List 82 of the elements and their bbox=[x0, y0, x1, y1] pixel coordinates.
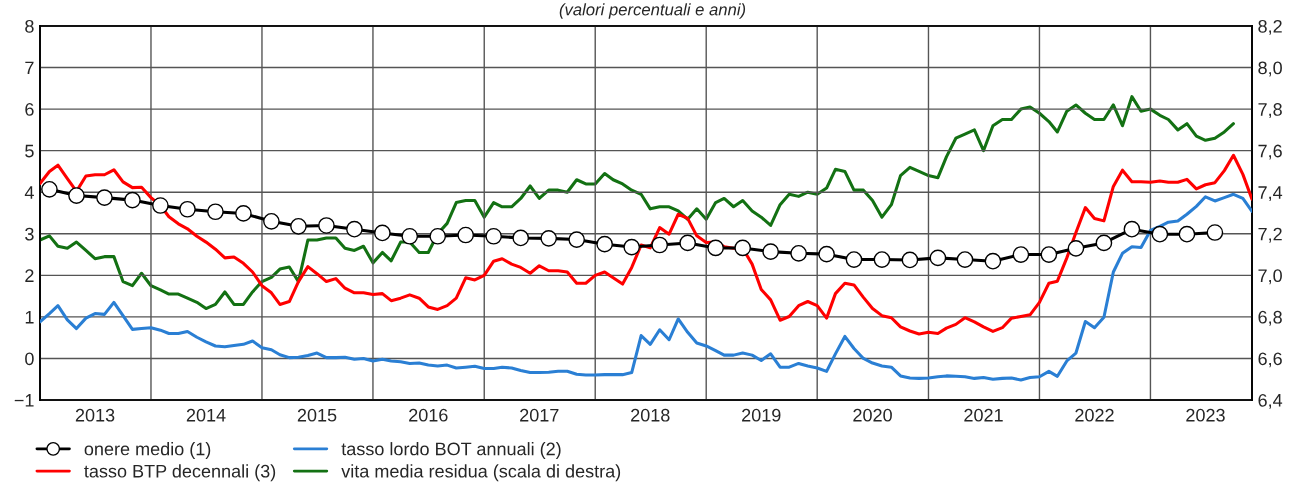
y2-tick-label: 7,2 bbox=[1258, 227, 1282, 243]
point bbox=[734, 239, 752, 257]
point bbox=[1206, 224, 1224, 241]
y-tick-label: 4 bbox=[24, 186, 34, 199]
legend-label: tasso lordo BOT annuali (2) bbox=[341, 442, 561, 459]
y2-tick-label: 7,0 bbox=[1258, 269, 1282, 285]
point bbox=[568, 231, 586, 248]
y-tick-label: 8 bbox=[25, 19, 34, 33]
y2-tick-label: 6,4 bbox=[1258, 393, 1283, 409]
x-tick-label: 2019 bbox=[742, 408, 781, 422]
x-tick-label: 2013 bbox=[75, 408, 115, 422]
x-tick-label: 2021 bbox=[964, 408, 1003, 422]
point bbox=[845, 251, 863, 268]
point bbox=[762, 243, 780, 260]
y2-tick-label: 7,4 bbox=[1258, 186, 1283, 202]
point bbox=[179, 200, 196, 218]
point bbox=[152, 197, 169, 214]
line-series bbox=[40, 95, 1235, 311]
point bbox=[651, 236, 669, 254]
point bbox=[873, 251, 891, 268]
y2-tick-label: 7,8 bbox=[1258, 103, 1282, 118]
x-tick-label: 2017 bbox=[520, 408, 559, 422]
y2-tick-label: 6,8 bbox=[1258, 310, 1282, 326]
point bbox=[235, 205, 252, 222]
point bbox=[96, 189, 113, 206]
point bbox=[290, 217, 307, 235]
y-tick-label: 2 bbox=[25, 269, 34, 282]
point bbox=[679, 234, 696, 252]
point bbox=[457, 226, 475, 244]
x-tick-label: 2015 bbox=[297, 408, 337, 422]
legend-label: tasso BTP decennali (3) bbox=[84, 464, 276, 482]
point bbox=[818, 245, 835, 263]
y-tick-label: −1 bbox=[14, 394, 34, 407]
x-tick-label: 2018 bbox=[631, 408, 670, 422]
point bbox=[263, 212, 280, 230]
point bbox=[956, 251, 974, 268]
point bbox=[207, 203, 224, 221]
point bbox=[790, 244, 807, 262]
point bbox=[401, 227, 419, 245]
point bbox=[901, 251, 919, 269]
point bbox=[1095, 234, 1113, 252]
point bbox=[1178, 225, 1196, 243]
point bbox=[124, 191, 141, 209]
point bbox=[1151, 225, 1169, 243]
point bbox=[1012, 246, 1030, 263]
y-tick-label: 1 bbox=[25, 311, 34, 324]
x-tick-label: 2020 bbox=[853, 408, 892, 422]
point bbox=[1040, 246, 1058, 263]
x-tick-label: 2014 bbox=[186, 408, 226, 422]
point bbox=[429, 227, 447, 245]
y-tick-label: 7 bbox=[25, 61, 34, 75]
point bbox=[318, 217, 335, 234]
point bbox=[1067, 239, 1085, 257]
point bbox=[984, 252, 1002, 270]
y-tick-label: 5 bbox=[25, 144, 34, 158]
y2-tick-label: 6,6 bbox=[1258, 352, 1282, 368]
line-series bbox=[40, 153, 1252, 336]
y-tick-label: 6 bbox=[25, 103, 34, 116]
point bbox=[512, 229, 530, 247]
point bbox=[596, 235, 613, 253]
y-tick-label: 0 bbox=[25, 352, 34, 366]
point bbox=[346, 220, 363, 238]
y-tick-label: 3 bbox=[25, 227, 34, 241]
point bbox=[707, 239, 724, 257]
line-series bbox=[40, 192, 1252, 382]
y2-tick-label: 7,6 bbox=[1258, 144, 1282, 160]
y2-tick-label: 8,0 bbox=[1258, 61, 1282, 77]
point bbox=[1123, 220, 1141, 238]
point bbox=[540, 230, 558, 247]
x-tick-label: 2023 bbox=[1186, 408, 1225, 422]
point bbox=[623, 238, 641, 256]
x-tick-label: 2022 bbox=[1075, 408, 1114, 422]
point bbox=[485, 227, 502, 245]
x-tick-label: 2016 bbox=[409, 408, 448, 422]
legend-label: onere medio (1) bbox=[84, 442, 211, 459]
point bbox=[929, 249, 947, 267]
chart-subtitle: (valori percentuali e anni) bbox=[559, 3, 746, 19]
point bbox=[68, 187, 85, 204]
legend-label: vita media residua (scala di destra) bbox=[341, 464, 621, 482]
point bbox=[374, 224, 391, 242]
y2-tick-label: 8,2 bbox=[1258, 19, 1282, 35]
point bbox=[41, 180, 58, 198]
